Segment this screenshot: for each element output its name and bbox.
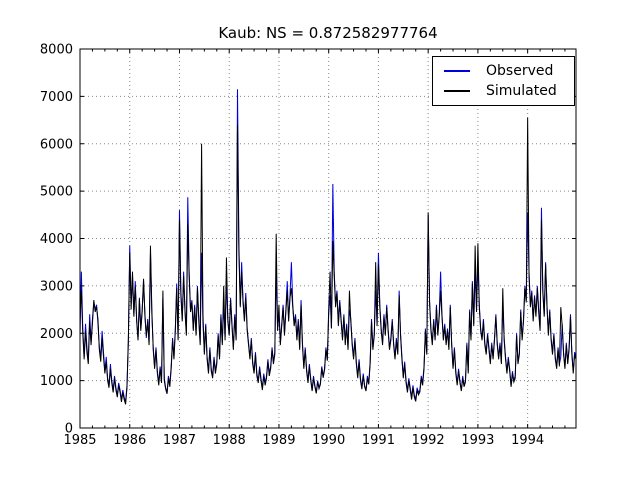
y-tick-label: 1000 [40, 374, 73, 389]
y-tick-label: 8000 [40, 43, 73, 58]
y-tick-label: 4000 [40, 232, 73, 247]
x-tick-label: 1989 [262, 433, 295, 448]
x-tick-label: 1990 [312, 433, 345, 448]
simulated-line [79, 117, 577, 405]
x-tick-label: 1993 [461, 433, 494, 448]
x-tick-label: 1986 [113, 433, 146, 448]
y-tick-label: 5000 [40, 185, 73, 200]
legend-entry-observed: Observed [433, 64, 574, 78]
legend: Observed Simulated [432, 56, 575, 106]
y-tick-label: 0 [65, 422, 73, 437]
legend-label-observed: Observed [486, 62, 554, 79]
legend-label-simulated: Simulated [486, 83, 557, 100]
y-tick-label: 2000 [40, 327, 73, 342]
y-tick-label: 3000 [40, 279, 73, 294]
x-tick-label: 1994 [511, 433, 544, 448]
x-tick-label: 1987 [163, 433, 196, 448]
observed-line-swatch [444, 69, 470, 72]
x-tick-label: 1985 [63, 433, 96, 448]
x-tick-label: 1991 [362, 433, 395, 448]
simulated-line-swatch [444, 90, 470, 93]
x-tick-label: 1992 [412, 433, 445, 448]
y-tick-label: 6000 [40, 137, 73, 152]
y-tick-label: 7000 [40, 90, 73, 105]
chart-title: Kaub: NS = 0.872582977764 [218, 24, 438, 42]
x-tick-label: 1988 [213, 433, 246, 448]
legend-entry-simulated: Simulated [433, 84, 574, 98]
